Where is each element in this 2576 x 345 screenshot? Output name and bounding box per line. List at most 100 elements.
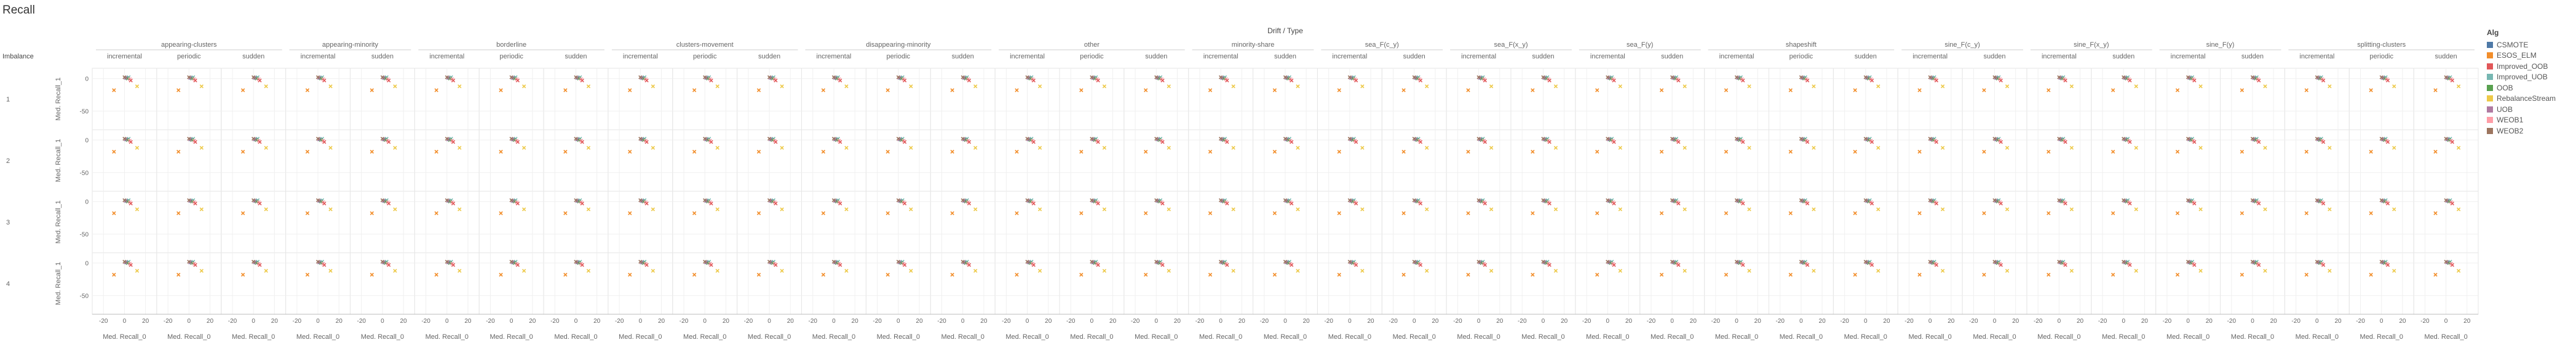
- point-improved_oob: [515, 201, 520, 206]
- legend-swatch: [2487, 84, 2493, 91]
- point-weob2: [638, 260, 643, 264]
- point-improved_oob: [2450, 140, 2454, 145]
- point-rebalancestream: [1167, 269, 1171, 273]
- point-weob2: [1154, 75, 1159, 79]
- point-esos_elm: [1144, 211, 1148, 215]
- point-esos_elm: [176, 149, 181, 154]
- point-rebalancestream: [1102, 146, 1107, 150]
- point-rebalancestream: [328, 207, 333, 212]
- point-esos_elm: [1208, 211, 1213, 215]
- point-improved_oob: [580, 201, 584, 206]
- x-tick-label: -20: [1776, 318, 1785, 325]
- point-rebalancestream: [909, 146, 913, 150]
- x-tick-label: -20: [2163, 318, 2172, 325]
- point-improved_oob: [2063, 201, 2067, 206]
- point-rebalancestream: [1747, 84, 1751, 89]
- point-weob2: [2186, 198, 2190, 202]
- point-weob2: [831, 75, 836, 79]
- point-weob2: [638, 137, 643, 141]
- point-rebalancestream: [973, 207, 978, 212]
- legend-label: WEOB1: [2497, 116, 2524, 125]
- point-improved_oob: [1160, 78, 1165, 83]
- point-rebalancestream: [1296, 146, 1300, 150]
- x-axis-label: Med. Recall_0: [748, 333, 791, 341]
- point-rebalancestream: [2328, 207, 2332, 212]
- point-esos_elm: [821, 211, 826, 215]
- x-tick-label: -20: [1518, 318, 1527, 325]
- point-esos_elm: [1015, 272, 1019, 277]
- point-weob2: [1606, 75, 1610, 79]
- point-rebalancestream: [586, 269, 591, 273]
- point-rebalancestream: [393, 84, 397, 89]
- point-improved_oob: [2321, 78, 2326, 83]
- x-tick-label: 0: [1928, 318, 1932, 325]
- x-tick-label: -20: [615, 318, 624, 325]
- point-weob2: [1541, 75, 1545, 79]
- point-esos_elm: [950, 272, 954, 277]
- point-improved_oob: [1934, 140, 1939, 145]
- point-esos_elm: [563, 88, 568, 92]
- point-weob2: [1670, 137, 1674, 141]
- x-axis-label: Med. Recall_0: [941, 333, 985, 341]
- point-esos_elm: [1595, 211, 1599, 215]
- point-esos_elm: [1208, 149, 1213, 154]
- x-axis-label: Med. Recall_0: [489, 333, 533, 341]
- point-rebalancestream: [1812, 269, 1816, 273]
- point-rebalancestream: [393, 146, 397, 150]
- legend-swatch: [2487, 127, 2493, 134]
- point-esos_elm: [240, 149, 245, 154]
- point-improved_oob: [129, 201, 133, 206]
- point-rebalancestream: [1489, 84, 1494, 89]
- drift-type-label: incremental: [817, 53, 852, 60]
- point-weob2: [896, 198, 900, 202]
- point-weob2: [2444, 75, 2448, 79]
- legend-item: WEOB1: [2487, 115, 2556, 126]
- point-improved_oob: [1676, 263, 1681, 268]
- point-improved_oob: [902, 140, 907, 145]
- point-rebalancestream: [1553, 207, 1558, 212]
- point-improved_oob: [1934, 201, 1939, 206]
- point-improved_oob: [1547, 78, 1552, 83]
- point-improved_oob: [1225, 140, 1229, 145]
- point-esos_elm: [1659, 149, 1664, 154]
- point-esos_elm: [2175, 88, 2180, 92]
- point-esos_elm: [2369, 272, 2373, 277]
- point-esos_elm: [112, 211, 116, 215]
- point-improved_oob: [451, 201, 456, 206]
- point-improved_oob: [1869, 201, 1874, 206]
- y-axis-label: Med. Recall_1: [55, 200, 62, 244]
- point-rebalancestream: [2005, 146, 2010, 150]
- point-rebalancestream: [780, 84, 784, 89]
- x-tick-label: 0: [1735, 318, 1738, 325]
- point-improved_oob: [774, 263, 778, 268]
- drift-group-label: appearing-minority: [322, 41, 379, 49]
- point-rebalancestream: [2263, 207, 2267, 212]
- legend-swatch: [2487, 95, 2493, 102]
- legend-swatch: [2487, 106, 2493, 113]
- point-weob2: [1412, 75, 1416, 79]
- point-rebalancestream: [1296, 207, 1300, 212]
- x-axis-label: Med. Recall_0: [1005, 333, 1048, 341]
- x-tick-label: 20: [336, 318, 343, 325]
- legend-label: Improved_OOB: [2497, 61, 2548, 71]
- point-rebalancestream: [1425, 84, 1429, 89]
- point-weob2: [1090, 260, 1094, 264]
- point-weob2: [574, 75, 578, 79]
- point-esos_elm: [305, 211, 310, 215]
- point-weob2: [1090, 137, 1094, 141]
- point-improved_oob: [902, 78, 907, 83]
- x-tick-label: 0: [252, 318, 255, 325]
- drift-group-label: sea_F(y): [1627, 41, 1653, 49]
- point-esos_elm: [1337, 88, 1341, 92]
- point-weob2: [187, 75, 191, 79]
- point-improved_oob: [386, 140, 391, 145]
- point-esos_elm: [1337, 149, 1341, 154]
- point-rebalancestream: [2328, 269, 2332, 273]
- point-rebalancestream: [199, 84, 204, 89]
- point-esos_elm: [1982, 88, 1986, 92]
- point-esos_elm: [305, 272, 310, 277]
- point-esos_elm: [1659, 211, 1664, 215]
- point-rebalancestream: [1489, 207, 1494, 212]
- point-esos_elm: [2047, 211, 2051, 215]
- x-tick-label: 20: [1238, 318, 1246, 325]
